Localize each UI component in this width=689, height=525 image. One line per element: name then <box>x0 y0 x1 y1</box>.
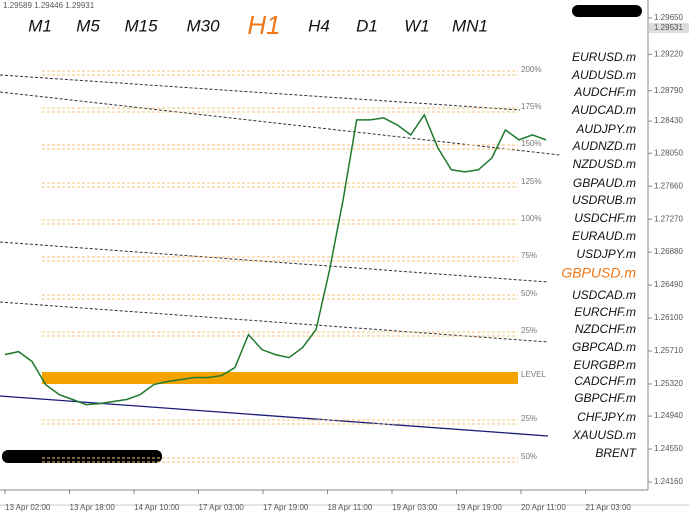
y-tick-label: 1.28790 <box>654 86 683 95</box>
symbol-button[interactable]: EURGBP.m <box>574 358 636 372</box>
timeframe-button[interactable]: D1 <box>356 16 378 35</box>
timeframe-button[interactable]: W1 <box>404 16 430 35</box>
x-tick-label: 17 Apr 19:00 <box>263 503 309 512</box>
symbol-button[interactable]: NZDUSD.m <box>573 157 636 171</box>
timeframe-button[interactable]: M15 <box>124 16 158 35</box>
trend-line <box>0 91 561 156</box>
symbol-button[interactable]: USDRUB.m <box>572 193 636 207</box>
timeframe-button[interactable]: M1 <box>28 16 52 35</box>
level-label: 50% <box>521 452 537 461</box>
current-price-label: 1.29531 <box>654 23 683 32</box>
symbol-button[interactable]: BRENT <box>595 446 637 460</box>
y-tick-label: 1.27660 <box>654 181 683 190</box>
quote-line: 1.29589 1.29446 1.29931 <box>3 1 95 10</box>
trend-line <box>0 241 549 283</box>
level-label: 175% <box>521 102 541 111</box>
y-tick-label: 1.24550 <box>654 444 683 453</box>
y-tick-label: 1.24160 <box>654 477 683 486</box>
symbol-button[interactable]: CHFJPY.m <box>577 410 636 424</box>
trend-line <box>0 395 549 437</box>
y-tick-label: 1.26490 <box>654 280 683 289</box>
y-tick-label: 1.26880 <box>654 247 683 256</box>
level-label: 200% <box>521 65 541 74</box>
y-tick-label: 1.26100 <box>654 313 683 322</box>
x-tick-label: 17 Apr 03:00 <box>199 503 245 512</box>
timeframe-button[interactable]: M30 <box>186 16 220 35</box>
x-tick-label: 13 Apr 02:00 <box>5 503 51 512</box>
level-band <box>42 372 518 384</box>
level-label: 150% <box>521 139 541 148</box>
symbol-button[interactable]: GBPUSD.m <box>561 265 636 281</box>
y-tick-label: 1.25710 <box>654 346 683 355</box>
symbol-button[interactable]: AUDCHF.m <box>573 85 636 99</box>
symbol-button[interactable]: AUDNZD.m <box>572 139 636 153</box>
timeframe-button[interactable]: MN1 <box>452 16 488 35</box>
symbol-button[interactable]: EURAUD.m <box>572 229 636 243</box>
trend-line <box>0 301 549 343</box>
symbol-button[interactable]: AUDUSD.m <box>571 68 636 82</box>
symbol-button[interactable]: AUDJPY.m <box>575 122 636 136</box>
level-label: 100% <box>521 214 541 223</box>
y-tick-label: 1.28050 <box>654 148 683 157</box>
symbol-button[interactable]: AUDCAD.m <box>571 103 636 117</box>
symbol-button[interactable]: GBPCHF.m <box>574 391 636 405</box>
redacted <box>2 450 162 463</box>
symbol-button[interactable]: USDJPY.m <box>576 247 636 261</box>
x-tick-label: 19 Apr 03:00 <box>392 503 438 512</box>
y-tick-label: 1.25320 <box>654 379 683 388</box>
x-tick-label: 13 Apr 18:00 <box>70 503 116 512</box>
x-tick-label: 21 Apr 03:00 <box>586 503 632 512</box>
level-label: 50% <box>521 289 537 298</box>
level-label: 75% <box>521 251 537 260</box>
x-tick-label: 19 Apr 19:00 <box>457 503 503 512</box>
symbol-button[interactable]: USDCHF.m <box>574 211 636 225</box>
symbol-button[interactable]: XAUUSD.m <box>572 428 636 442</box>
price-line <box>4 113 547 406</box>
y-tick-label: 1.27270 <box>654 214 683 223</box>
symbol-button[interactable]: NZDCHF.m <box>575 322 636 336</box>
level-label: LEVEL <box>521 370 546 379</box>
symbol-button[interactable]: CADCHF.m <box>574 374 636 388</box>
x-tick-label: 18 Apr 11:00 <box>328 503 373 512</box>
symbol-button[interactable]: EURCHF.m <box>574 305 636 319</box>
redacted <box>572 5 642 17</box>
x-tick-label: 14 Apr 10:00 <box>134 503 180 512</box>
x-tick-label: 20 Apr 11:00 <box>521 503 566 512</box>
y-tick-label: 1.29220 <box>654 49 683 58</box>
timeframe-button[interactable]: H4 <box>308 16 330 35</box>
symbol-button[interactable]: USDCAD.m <box>572 288 636 302</box>
trend-line <box>0 74 521 111</box>
timeframe-button[interactable]: H1 <box>247 10 280 40</box>
current-price-box <box>649 23 689 34</box>
level-label: 25% <box>521 326 537 335</box>
level-label: 25% <box>521 414 537 423</box>
symbol-button[interactable]: EURUSD.m <box>572 50 636 64</box>
y-tick-label: 1.24940 <box>654 411 683 420</box>
timeframe-button[interactable]: M5 <box>76 16 100 35</box>
symbol-button[interactable]: GBPAUD.m <box>573 176 636 190</box>
y-tick-label: 1.28430 <box>654 116 683 125</box>
y-tick-label: 1.29650 <box>654 13 683 22</box>
level-label: 125% <box>521 177 541 186</box>
symbol-button[interactable]: GBPCAD.m <box>572 340 636 354</box>
